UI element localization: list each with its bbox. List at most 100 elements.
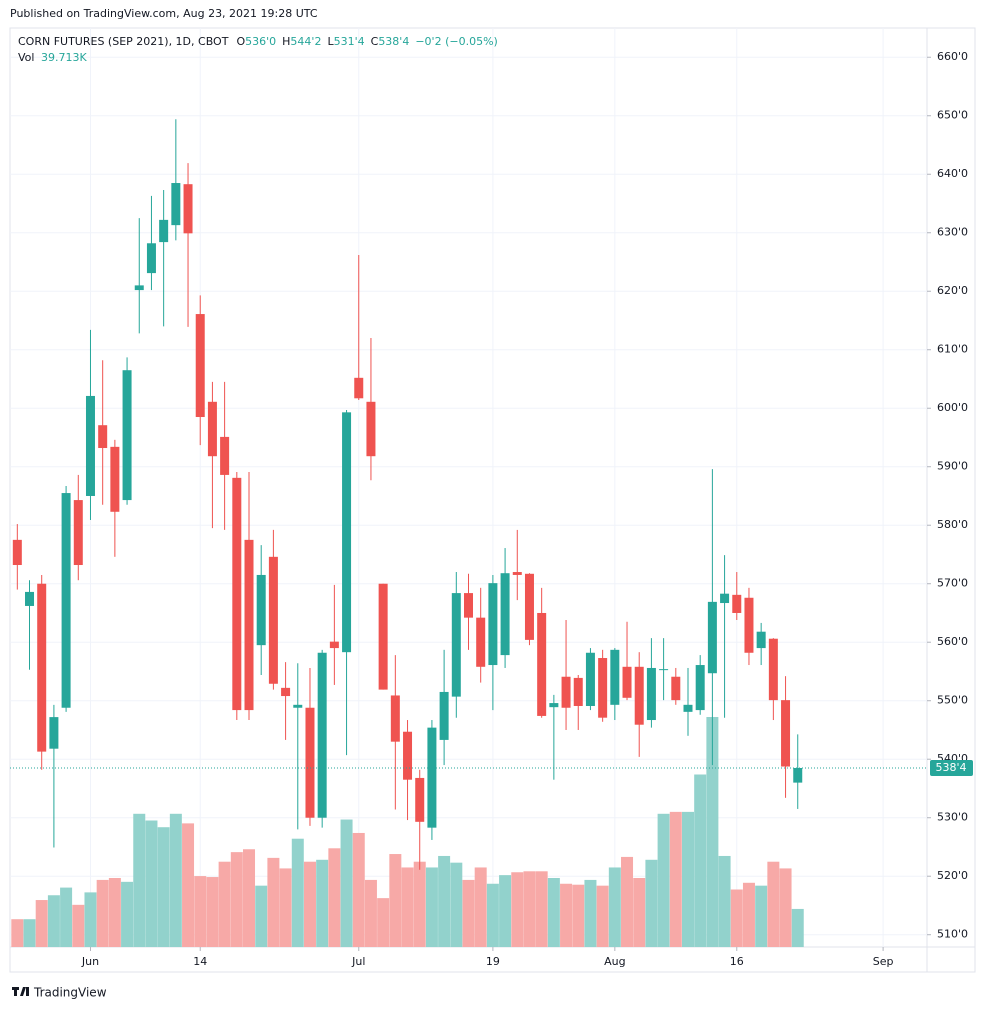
candle-body — [500, 573, 510, 656]
x-tick-label: Sep — [873, 955, 894, 968]
volume-bar — [243, 849, 256, 947]
volume-bar — [718, 855, 731, 947]
candle-body — [195, 314, 205, 418]
candle-body — [622, 666, 632, 698]
candle-body — [768, 638, 778, 701]
legend-part: −0'2 (−0.05%) — [415, 35, 497, 48]
x-tick-label: 16 — [730, 955, 744, 968]
candle-body — [756, 631, 766, 649]
candle-body — [25, 591, 35, 606]
volume-bar — [47, 895, 60, 947]
x-tick-label: 14 — [193, 955, 207, 968]
volume-bar — [767, 861, 780, 947]
candle-body — [183, 184, 193, 234]
volume-bar — [23, 919, 36, 947]
candle-body — [512, 572, 522, 575]
candle-body — [49, 717, 59, 749]
candle-body — [573, 677, 583, 706]
volume-bar — [694, 774, 707, 947]
candle-body — [585, 652, 595, 706]
volume-bar — [35, 900, 48, 947]
volume-bar — [681, 811, 694, 947]
volume-bar — [560, 883, 573, 947]
volume-bar — [328, 848, 341, 947]
volume-bar — [169, 813, 182, 947]
candle-body — [207, 401, 217, 457]
candle-body — [12, 539, 22, 566]
candle-body — [415, 777, 425, 822]
volume-value: 39.713K — [41, 51, 87, 64]
candle-body — [378, 583, 388, 690]
volume-bar — [450, 862, 463, 947]
candle-body — [268, 556, 278, 684]
volume-bar — [72, 904, 85, 947]
candle-body — [464, 593, 473, 618]
candle-body — [427, 727, 437, 828]
legend-part: 544'2 — [290, 35, 321, 48]
volume-bar — [182, 823, 195, 947]
volume-bar — [157, 827, 170, 947]
volume-bar — [486, 883, 499, 947]
y-tick-label: 550'0 — [937, 694, 968, 707]
volume-bar — [706, 717, 719, 947]
volume-bar — [596, 885, 609, 947]
y-tick-label: 580'0 — [937, 518, 968, 531]
candle-body — [403, 731, 413, 780]
candle-body — [439, 691, 449, 740]
volume-bar — [438, 855, 451, 947]
candle-body — [561, 676, 571, 708]
candle-body — [342, 412, 352, 653]
x-tick-label: Jun — [81, 955, 99, 968]
candle-body — [244, 539, 254, 711]
candle-body — [634, 666, 644, 725]
candle-body — [122, 370, 132, 501]
candle-body — [695, 665, 705, 711]
volume-bar — [60, 887, 73, 947]
logo-icon — [12, 987, 29, 996]
volume-bar — [352, 832, 365, 947]
candle-body — [171, 183, 181, 226]
candle-body — [390, 695, 400, 742]
volume-bar — [621, 856, 634, 947]
volume-bar — [267, 857, 280, 947]
volume-bar — [791, 908, 804, 947]
candle-body — [73, 500, 83, 566]
candle-body — [744, 597, 754, 653]
y-tick-label: 640'0 — [937, 167, 968, 180]
volume-bar — [669, 811, 682, 947]
y-tick-label: 630'0 — [937, 226, 968, 239]
candle-body — [524, 573, 534, 640]
y-tick-label: 600'0 — [937, 401, 968, 414]
candle-body — [720, 593, 730, 604]
volume-bar — [633, 878, 646, 947]
legend-part: O — [236, 35, 245, 48]
volume-bar — [389, 854, 402, 947]
volume-bar — [572, 884, 585, 947]
volume-bar — [279, 868, 292, 947]
legend-part: 531'4 — [334, 35, 365, 48]
volume-bar — [316, 859, 329, 947]
candle-body — [488, 583, 498, 666]
volume-bar — [730, 889, 743, 947]
published-note: Published on TradingView.com, Aug 23, 20… — [10, 7, 318, 20]
candle-body — [98, 425, 108, 449]
candle-body — [61, 493, 71, 708]
legend-part: 538'4 — [378, 35, 409, 48]
candle-body — [793, 767, 803, 783]
candle-body — [683, 704, 693, 712]
candle-body — [281, 687, 291, 697]
candle-body — [232, 477, 242, 711]
footer-brand: TradingView — [33, 986, 107, 1000]
candle-body — [293, 704, 303, 708]
candle-body — [732, 594, 742, 613]
legend-part: L — [327, 35, 334, 48]
legend-part: H — [282, 35, 290, 48]
y-tick-label: 530'0 — [937, 811, 968, 824]
volume-bar — [657, 813, 670, 947]
last-price-label: 538'4 — [935, 761, 966, 774]
candle-body — [646, 667, 656, 721]
volume-bar — [377, 898, 390, 947]
legend-line: CORN FUTURES (SEP 2021), 1D, CBOT O536'0 H… — [18, 35, 498, 48]
volume-bar — [206, 877, 219, 947]
